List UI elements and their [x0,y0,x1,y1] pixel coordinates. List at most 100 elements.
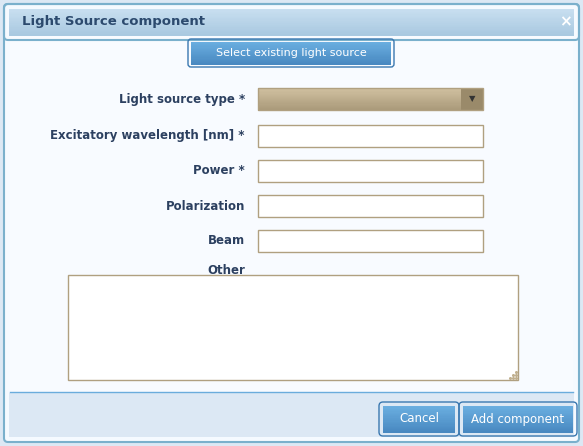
Bar [383,429,455,431]
Bar [258,100,461,102]
Bar [191,43,391,45]
Bar [383,409,455,410]
Text: Other: Other [207,264,245,277]
Bar [383,406,455,408]
Bar [383,427,455,429]
Bar [258,96,461,97]
Bar [191,46,391,48]
Bar [258,94,461,95]
Bar [191,54,391,56]
Bar [258,108,461,109]
Bar [9,10,574,12]
Bar [383,415,455,417]
Bar [10,36,573,402]
Bar [463,417,573,418]
Text: Excitatory wavelength [nm] *: Excitatory wavelength [nm] * [51,129,245,143]
Text: ×: × [559,15,571,29]
Bar [191,42,391,44]
Bar [258,107,461,108]
Bar [9,17,574,19]
Bar [9,19,574,21]
Bar [191,49,391,50]
Bar [191,45,391,47]
Bar [258,97,461,99]
Bar [463,409,573,410]
Bar [68,275,518,380]
Bar [383,407,455,409]
Bar [383,413,455,414]
Bar [463,411,573,413]
Bar [191,53,391,54]
Bar [383,411,455,413]
Bar [463,415,573,417]
Bar [383,417,455,418]
Bar [463,423,573,425]
Bar [191,60,391,61]
Bar [9,26,574,28]
Bar [463,406,573,408]
Bar [9,30,574,32]
Bar [9,16,574,17]
Bar [9,29,574,30]
Text: Add component: Add component [472,413,564,425]
Bar [258,99,461,101]
Bar [191,55,391,57]
Bar [9,22,574,24]
Text: Select existing light source: Select existing light source [216,48,366,58]
Bar [383,418,455,420]
Bar [258,90,461,92]
Bar [463,429,573,431]
Bar [258,101,461,103]
Bar [9,25,574,26]
Bar [191,58,391,59]
Bar [258,195,483,217]
Bar [9,33,574,34]
Bar [258,88,461,90]
Bar [463,428,573,430]
Bar [9,21,574,22]
Text: Beam: Beam [208,235,245,248]
Bar [258,103,461,105]
Text: Light source type *: Light source type * [119,92,245,106]
Bar [463,420,573,422]
Bar [383,420,455,422]
Bar [191,61,391,62]
Bar [383,410,455,412]
Bar [258,160,483,182]
Bar [258,89,461,91]
Bar [258,98,461,99]
Bar [9,23,574,25]
Bar [191,52,391,54]
Bar [191,56,391,58]
Bar [463,424,573,426]
Bar [383,431,455,433]
Bar [383,414,455,416]
Bar [258,91,461,93]
Bar [9,393,574,437]
Bar [463,425,573,427]
Bar [191,58,391,60]
Bar [9,31,574,33]
Bar [461,88,483,110]
Text: Polarization: Polarization [166,199,245,212]
Bar [191,44,391,46]
Bar [463,431,573,433]
Bar [258,125,483,147]
Bar [463,418,573,420]
Bar [383,428,455,430]
Bar [463,414,573,416]
Bar [258,104,461,106]
Bar [258,95,461,96]
Bar [9,18,574,20]
Text: Cancel: Cancel [399,413,439,425]
Bar [9,34,574,36]
Bar [463,407,573,409]
Bar [383,424,455,426]
Text: Light Source component: Light Source component [22,16,205,29]
Bar [258,92,461,94]
Bar [258,109,461,111]
Bar [383,421,455,423]
Text: Power *: Power * [193,165,245,178]
Bar [463,419,573,421]
Bar [463,421,573,423]
